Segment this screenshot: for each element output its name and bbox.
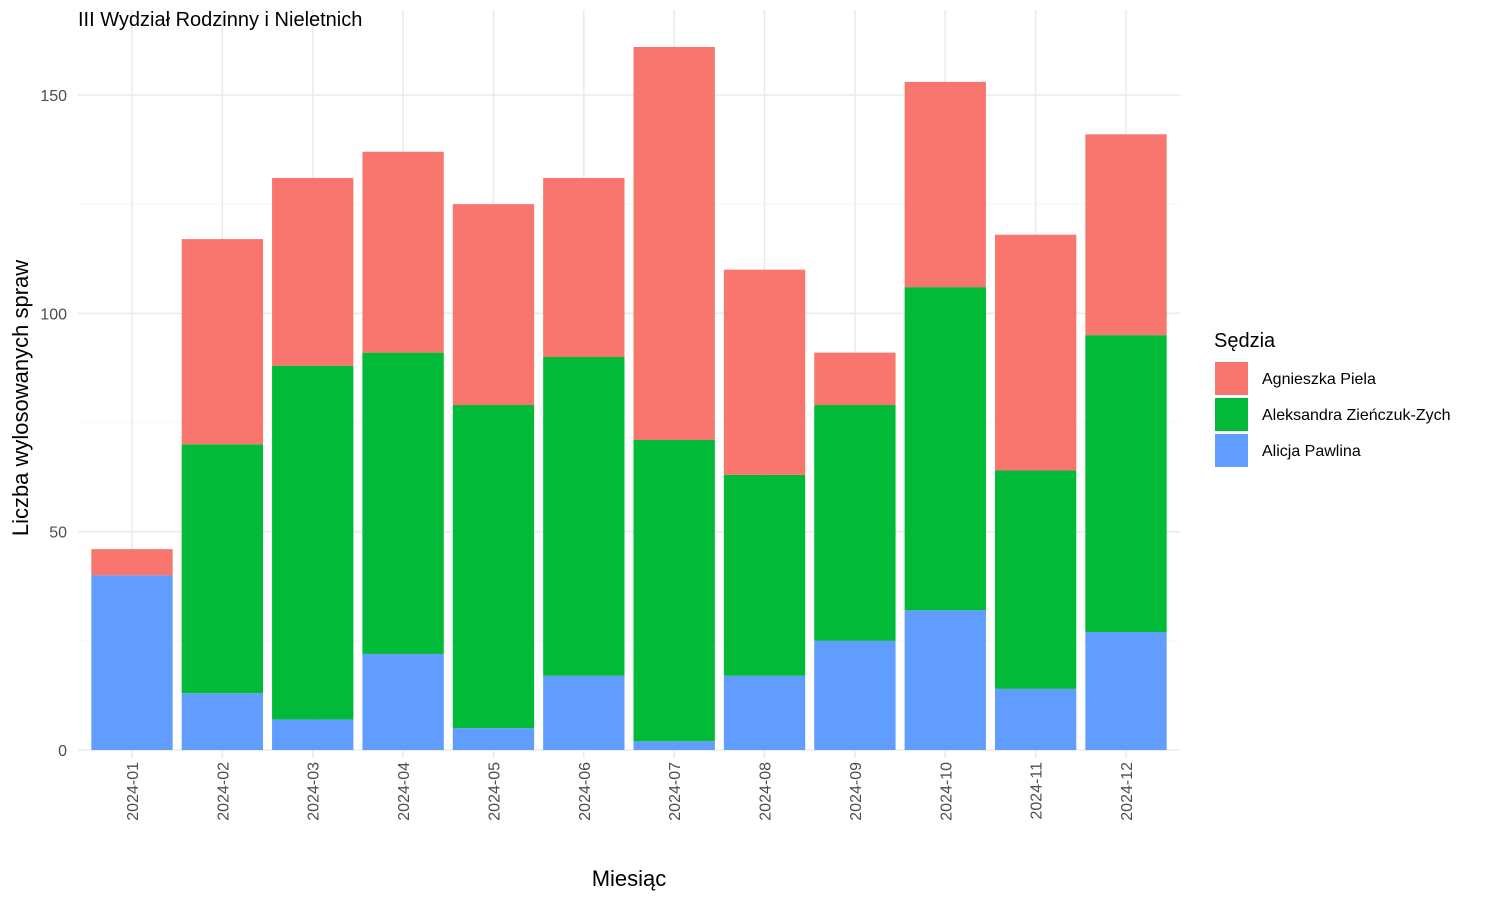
y-tick-label: 0	[58, 743, 67, 760]
bar-segment	[272, 719, 354, 750]
bar-segment	[181, 444, 264, 694]
x-tick-label: 2024-05	[486, 762, 503, 821]
y-axis-ticks: 0 50 100 150	[40, 88, 67, 760]
bars	[91, 46, 1167, 750]
bar-segment	[633, 439, 715, 742]
legend-label: Agnieszka Piela	[1262, 371, 1376, 388]
x-tick-label: 2024-12	[1119, 762, 1136, 821]
legend-key	[1215, 362, 1248, 395]
x-tick-label: 2024-09	[848, 762, 865, 821]
bar-segment	[723, 675, 806, 750]
x-tick-label: 2024-08	[758, 762, 775, 821]
bar-segment	[1085, 134, 1167, 336]
x-axis-ticks: 2024-01 2024-02 2024-03 2024-04 2024-05 2024-…	[125, 762, 1136, 821]
y-tick-label: 150	[40, 88, 67, 105]
bar-segment	[723, 474, 806, 676]
bar-segment	[904, 287, 986, 611]
bar-segment	[543, 675, 625, 750]
bar-segment	[1085, 632, 1167, 750]
y-tick-label: 100	[40, 306, 67, 323]
x-tick-label: 2024-01	[125, 762, 142, 821]
x-axis-title: Miesiąc	[592, 866, 667, 891]
legend-key	[1215, 398, 1248, 431]
bar-segment	[362, 151, 444, 353]
bar-segment	[362, 352, 444, 654]
bar-segment	[633, 741, 715, 750]
bar-segment	[272, 177, 354, 366]
bar-segment	[91, 549, 173, 576]
legend-label: Alicja Pawlina	[1262, 443, 1361, 460]
bar-segment	[181, 239, 264, 445]
legend-title: Sędzia	[1214, 330, 1276, 352]
chart-title: III Wydział Rodzinny i Nieletnich	[78, 9, 362, 31]
legend-label: Aleksandra Zieńczuk-Zych	[1262, 407, 1451, 424]
bar-segment	[904, 81, 986, 288]
x-tick-label: 2024-04	[396, 762, 413, 821]
bar-segment	[994, 688, 1077, 750]
legend-key	[1215, 434, 1248, 467]
bar-segment	[814, 405, 896, 641]
bar-segment	[272, 365, 354, 720]
x-tick-label: 2024-10	[938, 762, 955, 821]
bar-segment	[452, 405, 535, 729]
bar-segment	[91, 575, 173, 750]
legend: Sędzia Agnieszka Piela Aleksandra Zieńczu…	[1214, 330, 1451, 467]
x-tick-label: 2024-03	[306, 762, 323, 821]
x-tick-label: 2024-02	[215, 762, 232, 821]
x-tick-label: 2024-11	[1029, 762, 1046, 820]
bar-segment	[723, 269, 806, 475]
x-tick-label: 2024-07	[667, 762, 684, 821]
bar-segment	[994, 470, 1077, 689]
bar-segment	[362, 653, 444, 750]
bar-segment	[904, 610, 986, 750]
x-tick-label: 2024-06	[577, 762, 594, 821]
y-axis-title: Liczba wylosowanych spraw	[8, 260, 33, 536]
bar-segment	[633, 46, 715, 440]
bar-segment	[181, 693, 264, 750]
bar-segment	[543, 177, 625, 357]
bar-segment	[1085, 335, 1167, 633]
bar-segment	[814, 352, 896, 406]
bar-segment	[452, 728, 535, 750]
bar-segment	[814, 640, 896, 750]
bar-segment	[543, 357, 625, 676]
y-tick-label: 50	[49, 525, 67, 542]
bar-segment	[994, 234, 1077, 471]
bar-segment	[452, 204, 535, 406]
